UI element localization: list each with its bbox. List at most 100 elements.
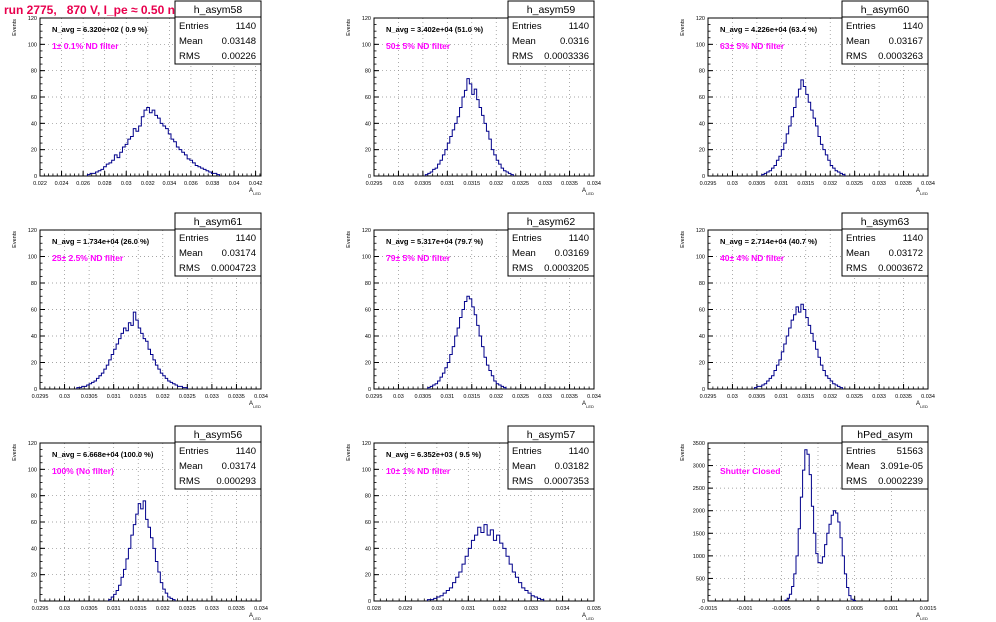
x-tick-label: 0.035 <box>587 606 601 612</box>
y-tick-label: 80 <box>31 69 37 75</box>
y-tick-label: 100 <box>696 42 705 48</box>
y-tick-label: 0 <box>368 387 371 393</box>
histogram-panel-hPed_asym: -0.0015 -0.001 -0.0005 0 0.0005 0.001 0.0015 0 5… <box>680 425 936 621</box>
y-tick-label: 80 <box>699 69 705 75</box>
x-tick-label: 0.032 <box>493 606 507 612</box>
x-tick-label: 0.032 <box>156 394 170 400</box>
y-tick-label: 500 <box>696 576 705 582</box>
y-tick-label: 100 <box>28 467 37 473</box>
x-axis-subscript: LED <box>920 404 928 409</box>
stats-name: hPed_asym <box>857 429 913 441</box>
stats-value-entries: 1140 <box>903 21 923 32</box>
x-tick-label: 0.033 <box>538 394 552 400</box>
stats-label-mean: Mean <box>179 461 203 472</box>
stats-value-rms: 0.0004723 <box>211 263 256 274</box>
y-tick-label: 60 <box>31 520 37 526</box>
y-axis-title: Events <box>346 19 352 36</box>
y-tick-label: 20 <box>31 148 37 154</box>
x-tick-label: 0.033 <box>524 606 538 612</box>
x-axis-title: A <box>916 188 920 194</box>
x-tick-label: 0.0295 <box>700 181 717 187</box>
stats-value-entries: 1140 <box>903 233 923 244</box>
x-tick-label: 0.032 <box>823 181 837 187</box>
x-tick-label: 0.034 <box>587 181 601 187</box>
stats-value-entries: 51563 <box>897 446 923 457</box>
x-tick-label: 0.04 <box>229 181 240 187</box>
x-axis-title: A <box>582 188 586 194</box>
histogram-panel-h_asym58: 0.022 0.024 0.026 0.028 0.03 0.032 0.034 0.036 0… <box>12 0 262 196</box>
x-tick-label: -0.0005 <box>772 606 791 612</box>
stats-label-entries: Entries <box>846 233 876 244</box>
y-tick-label: 80 <box>699 281 705 287</box>
x-tick-label: 0.0325 <box>512 394 529 400</box>
stats-label-mean: Mean <box>512 461 536 472</box>
x-tick-label: 0.034 <box>587 394 601 400</box>
y-tick-label: 40 <box>31 121 37 127</box>
stats-label-mean: Mean <box>512 36 536 47</box>
stats-label-rms: RMS <box>846 476 867 487</box>
stats-value-mean: 0.0316 <box>560 36 589 47</box>
histogram-panel-h_asym61: 0.0295 0.03 0.0305 0.031 0.0315 0.032 0.0325 0.… <box>12 212 268 409</box>
y-tick-label: 0 <box>34 387 37 393</box>
y-tick-label: 3000 <box>693 464 705 470</box>
x-tick-label: 0.0325 <box>179 394 196 400</box>
x-tick-label: 0.034 <box>162 181 176 187</box>
y-axis-title: Events <box>346 231 352 248</box>
histogram-series <box>784 449 856 602</box>
stats-label-mean: Mean <box>846 461 870 472</box>
x-tick-label: 0.03 <box>59 606 70 612</box>
x-axis-subscript: LED <box>586 191 594 196</box>
x-tick-label: 0.033 <box>205 394 219 400</box>
y-tick-label: 100 <box>362 42 371 48</box>
stats-label-entries: Entries <box>179 233 209 244</box>
navg-label: N_avg = 6.668e+04 (100.0 %) <box>52 450 154 459</box>
x-axis-subscript: LED <box>586 404 594 409</box>
x-tick-label: 0.0305 <box>81 606 98 612</box>
y-tick-label: 0 <box>702 174 705 180</box>
x-tick-label: 0.034 <box>556 606 570 612</box>
stats-value-entries: 1140 <box>236 446 256 457</box>
y-tick-label: 60 <box>365 95 371 101</box>
y-tick-label: 40 <box>365 546 371 552</box>
stats-label-entries: Entries <box>512 233 542 244</box>
x-tick-label: 0.033 <box>872 181 886 187</box>
stats-label-rms: RMS <box>179 476 200 487</box>
y-tick-label: 120 <box>28 441 37 447</box>
x-axis-title: A <box>582 401 586 407</box>
stats-label-entries: Entries <box>512 21 542 32</box>
stats-value-entries: 1140 <box>569 446 589 457</box>
stats-label-rms: RMS <box>512 263 533 274</box>
x-tick-label: 0.03 <box>393 394 404 400</box>
y-tick-label: 40 <box>365 121 371 127</box>
x-tick-label: 0.0335 <box>561 181 578 187</box>
y-tick-label: 60 <box>365 520 371 526</box>
y-axis-title: Events <box>346 444 352 461</box>
filter-label: 10± 1% ND filter <box>386 466 451 476</box>
x-tick-label: 0.031 <box>107 606 121 612</box>
x-axis-subscript: LED <box>920 191 928 196</box>
x-axis-subscript: LED <box>253 616 261 621</box>
y-axis-title: Events <box>12 444 18 461</box>
x-tick-label: 0.032 <box>489 181 503 187</box>
x-tick-label: 0.031 <box>461 606 475 612</box>
stats-label-entries: Entries <box>179 446 209 457</box>
histogram-panel-h_asym59: 0.0295 0.03 0.0305 0.031 0.0315 0.032 0.0325 0.… <box>346 0 601 196</box>
x-tick-label: -0.001 <box>737 606 753 612</box>
x-tick-label: 0.033 <box>538 181 552 187</box>
stats-value-entries: 1140 <box>569 21 589 32</box>
stats-name: h_asym60 <box>861 4 910 16</box>
y-tick-label: 40 <box>699 121 705 127</box>
stats-label-mean: Mean <box>179 36 203 47</box>
stats-label-entries: Entries <box>846 21 876 32</box>
x-tick-label: 0.0315 <box>463 394 480 400</box>
x-tick-label: 0.029 <box>399 606 413 612</box>
y-axis-title: Events <box>680 231 686 248</box>
x-tick-label: 0.0315 <box>463 181 480 187</box>
x-tick-label: 0.0295 <box>366 181 383 187</box>
x-tick-label: 0.0325 <box>846 181 863 187</box>
stats-box <box>174 0 262 65</box>
stats-label-mean: Mean <box>179 248 203 259</box>
x-tick-label: 0.03 <box>121 181 132 187</box>
y-tick-label: 80 <box>31 494 37 500</box>
filter-label: 40± 4% ND filter <box>720 253 785 263</box>
